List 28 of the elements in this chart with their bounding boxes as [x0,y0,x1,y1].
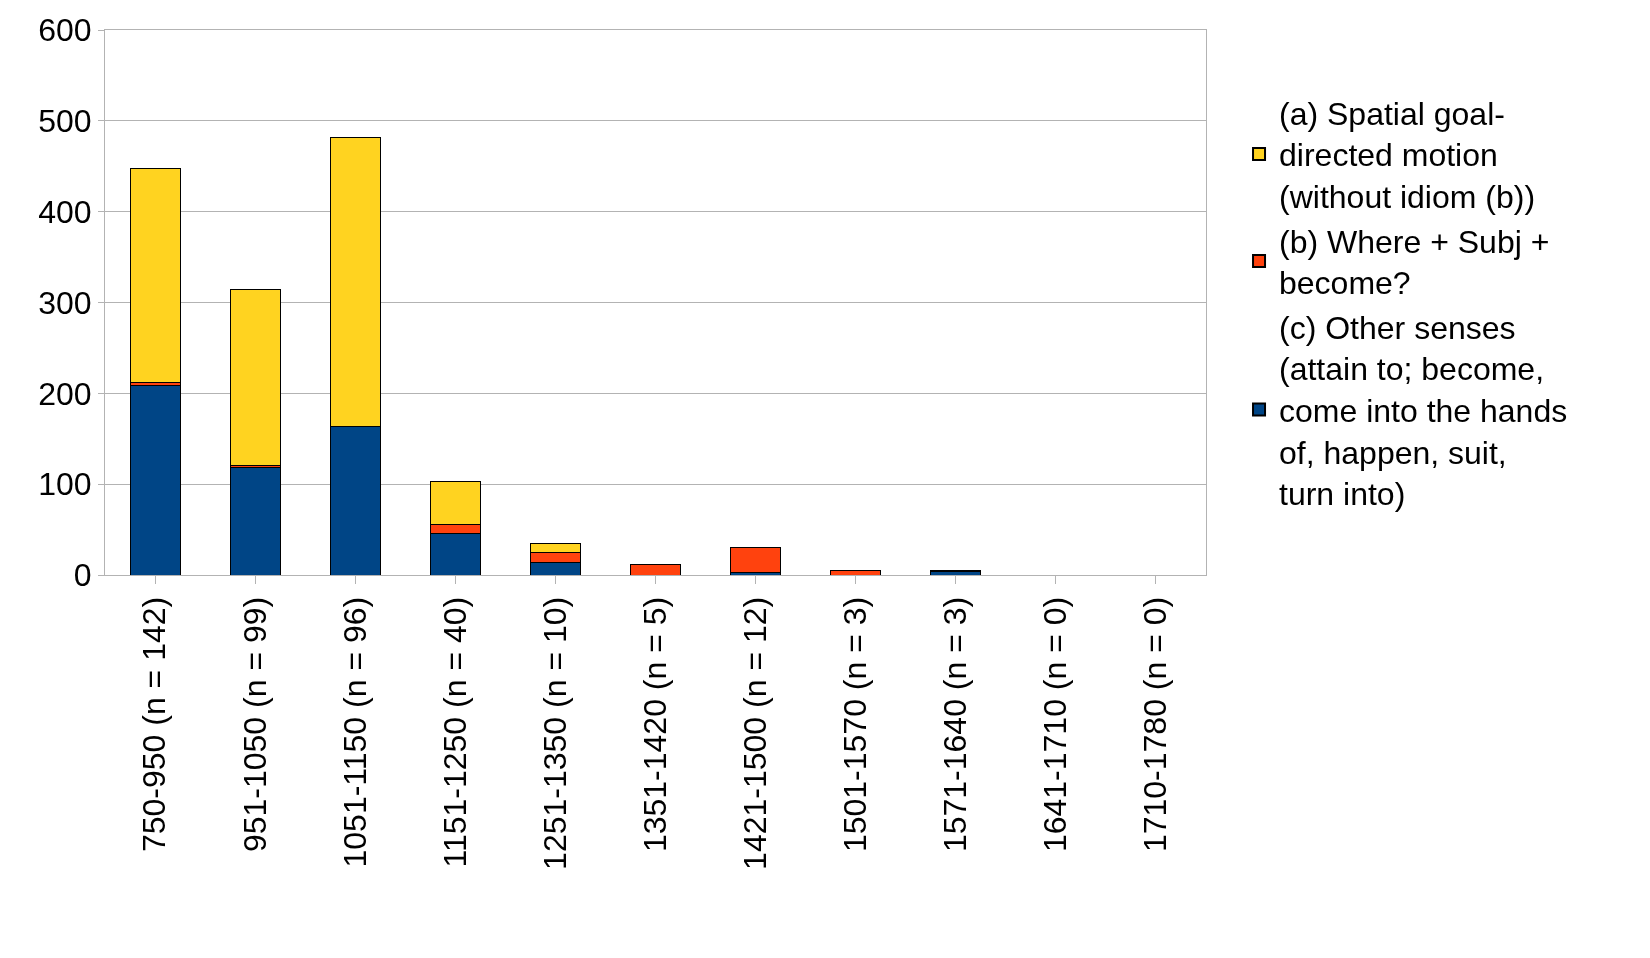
bar [229,289,281,466]
bar [229,467,281,575]
bar [629,563,682,575]
y-tick-label: 600 [38,12,92,49]
x-tick-label: 1501-1570 (n = 3) [837,596,874,853]
x-tick-label: 1151-1250 (n = 40) [436,596,473,868]
x-tick-label: 1710-1780 (n = 0) [1137,596,1174,853]
bar [830,569,882,575]
y-tick-label: 400 [38,193,92,230]
y-tick-label: 100 [38,466,92,503]
x-tick-label: 1251-1350 (n = 10) [536,596,573,870]
y-tick-label: 300 [38,284,92,321]
legend-label: (b) Where + Subj + become? [1279,223,1550,302]
x-tick-label: 1641-1710 (n = 0) [1037,596,1074,853]
legend-label: (c) Other senses (attain to; become, come into the hands of, happen, suit, turn into) [1279,309,1568,513]
bar [730,547,782,573]
y-tick-label: 500 [38,103,92,140]
bar [129,167,181,383]
y-tick-label: 200 [38,375,92,412]
x-tick-label: 1421-1500 (n = 12) [736,596,773,870]
y-tick-label: 0 [73,557,92,594]
legend-label: (a) Spatial goal-directed motion (without idiom (b)) [1279,95,1536,215]
x-tick-label: 750-950 (n = 142) [136,596,173,853]
x-tick-label: 951-1050 (n = 99) [236,596,273,853]
x-tick-label: 1351-1420 (n = 5) [636,596,673,853]
x-tick-label: 1051-1150 (n = 96) [336,596,373,868]
x-tick-label: 1571-1640 (n = 3) [937,596,974,853]
bar [129,384,181,575]
